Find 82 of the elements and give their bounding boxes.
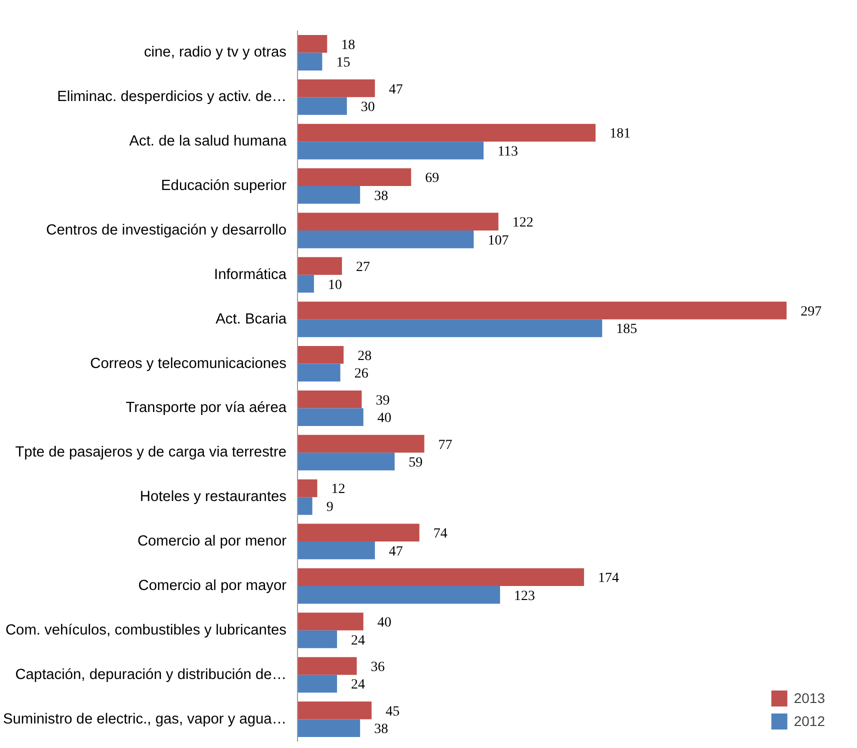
y-tick-label: Com. vehículos, combustibles y lubricantes	[5, 622, 286, 638]
data-label: 38	[374, 722, 388, 738]
data-label: 107	[488, 233, 509, 248]
bar	[298, 142, 484, 160]
bar	[298, 657, 357, 675]
data-label: 45	[386, 704, 400, 720]
bar	[298, 257, 342, 275]
data-label: 47	[388, 544, 403, 560]
bar	[298, 586, 500, 604]
data-label: 36	[370, 660, 385, 675]
bar	[298, 434, 424, 453]
y-tick-label: Act. Bcaria	[216, 311, 288, 328]
y-tick-label: Act. de la salud humana	[129, 134, 288, 150]
data-label: 10	[328, 278, 342, 293]
bar	[298, 542, 375, 560]
data-label: 39	[376, 393, 390, 408]
data-label: 12	[331, 482, 346, 498]
y-tick-label: Informática	[214, 266, 288, 283]
bar	[298, 212, 498, 230]
data-label: 122	[512, 216, 534, 231]
y-tick-label: Suministro de electric., gas, vapor y agua…	[3, 711, 287, 728]
data-label: 174	[598, 571, 620, 586]
bar	[298, 346, 344, 364]
bar	[298, 34, 328, 53]
bar	[298, 52, 322, 70]
data-label: 30	[360, 100, 375, 116]
data-label: 185	[616, 322, 638, 338]
y-tick-label: Captación, depuración y distribución de…	[15, 666, 287, 683]
bar	[298, 612, 364, 630]
data-label: 59	[408, 456, 423, 471]
data-label: 40	[377, 616, 392, 631]
y-tick-label: Transporte por vía aérea	[126, 400, 288, 416]
bar	[298, 97, 347, 115]
data-label: 27	[356, 260, 370, 276]
legend-label: 2012	[794, 713, 825, 729]
bar	[298, 274, 314, 293]
data-label: 40	[377, 411, 392, 426]
data-label: 15	[336, 56, 350, 71]
data-label: 113	[498, 144, 518, 160]
data-label: 181	[610, 126, 631, 142]
legend-label: 2013	[794, 690, 825, 706]
data-label: 9	[326, 500, 334, 515]
bar	[298, 364, 340, 382]
bar	[298, 79, 375, 98]
bar	[298, 452, 395, 470]
data-label: 69	[425, 171, 440, 186]
bar	[298, 479, 318, 498]
data-label: 77	[438, 438, 452, 453]
data-label: 47	[388, 82, 403, 98]
bar	[298, 674, 338, 693]
y-tick-label: Correos y telecomunicaciones	[90, 356, 287, 372]
y-tick-label: Tpte de pasajeros y de carga via terrestre	[15, 444, 287, 461]
data-label: 24	[351, 633, 366, 648]
bar	[298, 408, 364, 426]
data-label: 74	[433, 526, 448, 542]
data-label: 26	[354, 366, 368, 382]
y-tick-label: Centros de investigación y desarrollo	[46, 222, 287, 238]
bar	[298, 302, 787, 320]
bar	[298, 524, 420, 542]
bar	[298, 630, 338, 648]
bar	[298, 230, 474, 248]
data-label: 28	[358, 348, 372, 364]
data-label: 38	[374, 188, 388, 204]
y-tick-label: Comercio al por menor	[137, 534, 287, 550]
bar	[298, 568, 584, 586]
data-label: 297	[800, 304, 822, 320]
y-tick-label: Hoteles y restaurantes	[140, 489, 287, 506]
bar	[298, 186, 360, 204]
bar	[298, 124, 596, 142]
bar	[298, 319, 602, 338]
bar	[298, 168, 412, 186]
bar	[298, 390, 362, 408]
data-label: 123	[514, 588, 536, 604]
data-label: 18	[341, 38, 356, 53]
bar	[298, 497, 312, 515]
bar	[298, 702, 372, 720]
y-tick-label: Comercio al por mayor	[138, 578, 287, 594]
y-tick-label: Educación superior	[161, 178, 287, 194]
data-label: 24	[351, 678, 366, 693]
y-tick-label: Eliminac. desperdicios y activ. de…	[57, 89, 287, 106]
bar	[298, 719, 360, 738]
y-tick-label: cine, radio y tv y otras	[144, 44, 287, 61]
